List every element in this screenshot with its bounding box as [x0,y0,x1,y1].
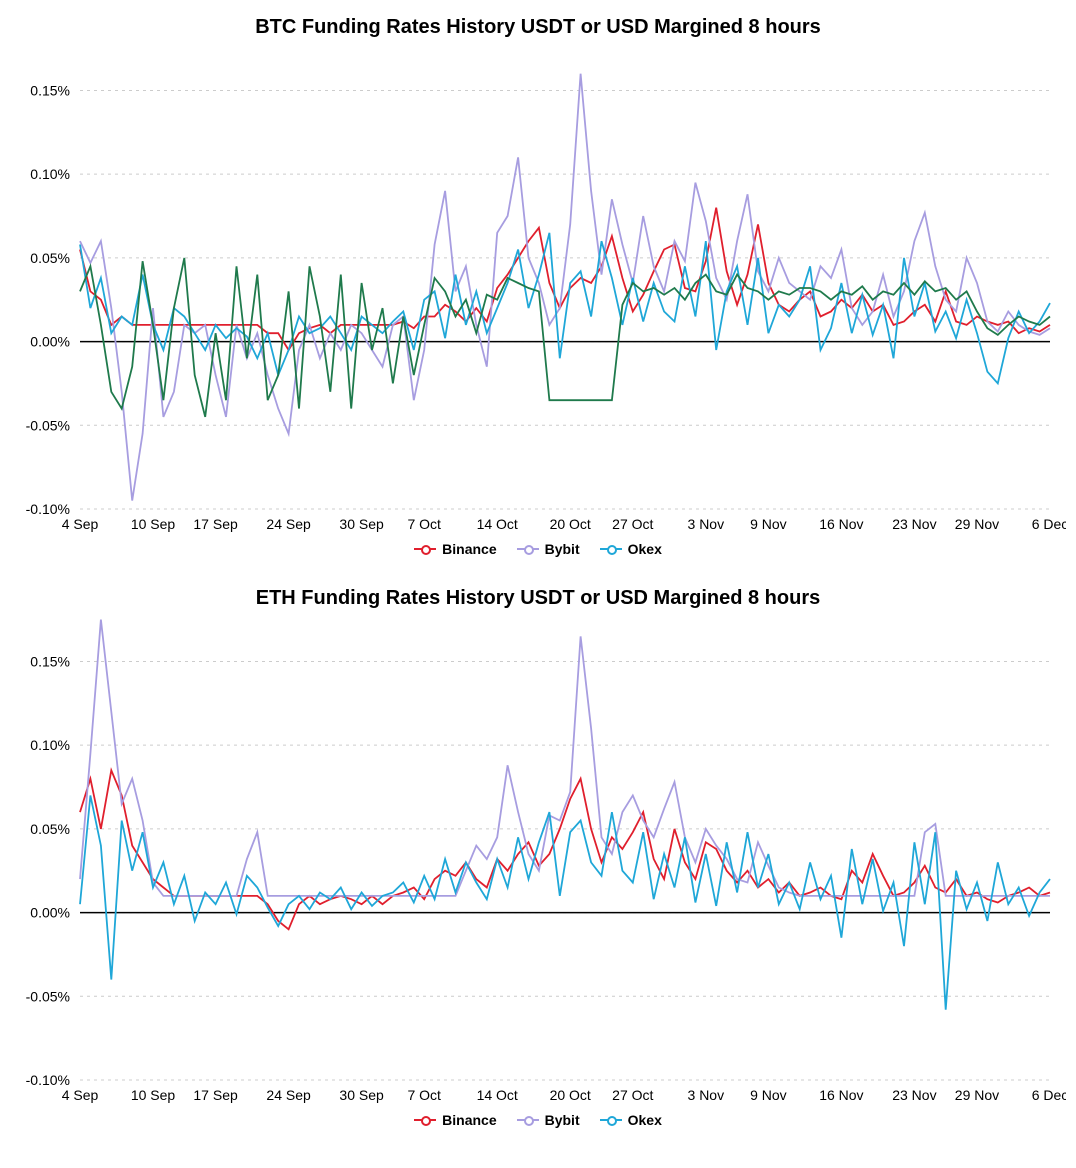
x-tick-label: 7 Oct [407,1087,441,1103]
x-tick-label: 24 Sep [266,516,311,532]
y-tick-label: -0.05% [26,417,70,433]
y-tick-label: 0.05% [30,821,70,837]
y-tick-label: -0.05% [26,988,70,1004]
legend-mark-icon [600,1115,622,1125]
series-okex [80,233,1050,384]
x-tick-label: 30 Sep [339,1087,384,1103]
legend-item-okex[interactable]: Okex [600,1112,662,1128]
chart-svg-btc: -0.10% -0.05% 0.00% 0.05% 0.10% 0.15% 4 Sep 10 … [10,47,1066,537]
y-tick-label: 0.10% [30,166,70,182]
legend-mark-icon [517,1115,539,1125]
x-tick-label: 20 Oct [550,1087,591,1103]
series-okex [80,795,1050,1009]
legend-btc: Binance Bybit Okex [10,541,1066,557]
y-tick-label: 0.10% [30,737,70,753]
legend-label: Okex [628,541,662,557]
x-tick-label: 23 Nov [892,516,936,532]
x-tick-label: 17 Sep [193,516,238,532]
y-tick-label: 0.05% [30,250,70,266]
legend-mark-icon [414,544,436,554]
legend-label: Bybit [545,541,580,557]
legend-label: Binance [442,541,496,557]
x-tick-label: 3 Nov [688,516,725,532]
x-tick-label: 10 Sep [131,1087,176,1103]
y-grid [80,661,1050,1080]
legend-mark-icon [517,544,539,554]
y-tick-label: 0.15% [30,653,70,669]
x-tick-label: 9 Nov [750,516,787,532]
legend-eth: Binance Bybit Okex [10,1112,1066,1128]
chart-svg-eth: -0.10% -0.05% 0.00% 0.05% 0.10% 0.15% 4 Sep 10 … [10,618,1066,1108]
chart-btc: BTC Funding Rates History USDT or USD Ma… [10,16,1066,557]
legend-label: Binance [442,1112,496,1128]
x-tick-label: 10 Sep [131,516,176,532]
legend-item-bybit[interactable]: Bybit [517,541,580,557]
x-tick-label: 29 Nov [955,516,999,532]
x-tick-label: 9 Nov [750,1087,787,1103]
y-tick-label: -0.10% [26,1072,70,1088]
x-tick-label: 29 Nov [955,1087,999,1103]
legend-item-okex[interactable]: Okex [600,541,662,557]
series-bybit [80,74,1050,501]
y-tick-label: 0.00% [30,334,70,350]
x-tick-label: 14 Oct [477,516,518,532]
y-tick-label: -0.10% [26,501,70,517]
x-tick-label: 3 Nov [688,1087,725,1103]
x-tick-label: 24 Sep [266,1087,311,1103]
x-tick-label: 6 Dec [1032,1087,1066,1103]
series-binance [80,770,1050,929]
x-tick-label: 4 Sep [62,1087,99,1103]
x-tick-label: 16 Nov [819,516,863,532]
legend-mark-icon [414,1115,436,1125]
x-tick-label: 30 Sep [339,516,384,532]
x-tick-label: 4 Sep [62,516,99,532]
legend-item-binance[interactable]: Binance [414,541,496,557]
x-tick-label: 14 Oct [477,1087,518,1103]
y-tick-label: 0.00% [30,905,70,921]
x-tick-label: 6 Dec [1032,516,1066,532]
x-tick-label: 7 Oct [407,516,441,532]
series-binance [80,208,1050,350]
legend-mark-icon [600,544,622,554]
chart-eth: ETH Funding Rates History USDT or USD Ma… [10,587,1066,1128]
x-tick-label: 20 Oct [550,516,591,532]
x-tick-label: 23 Nov [892,1087,936,1103]
chart-title-btc: BTC Funding Rates History USDT or USD Ma… [10,16,1066,39]
legend-label: Okex [628,1112,662,1128]
legend-label: Bybit [545,1112,580,1128]
x-tick-label: 16 Nov [819,1087,863,1103]
x-tick-label: 27 Oct [612,516,653,532]
chart-title-eth: ETH Funding Rates History USDT or USD Ma… [10,587,1066,610]
x-tick-label: 27 Oct [612,1087,653,1103]
legend-item-binance[interactable]: Binance [414,1112,496,1128]
x-tick-label: 17 Sep [193,1087,238,1103]
legend-item-bybit[interactable]: Bybit [517,1112,580,1128]
y-tick-label: 0.15% [30,82,70,98]
